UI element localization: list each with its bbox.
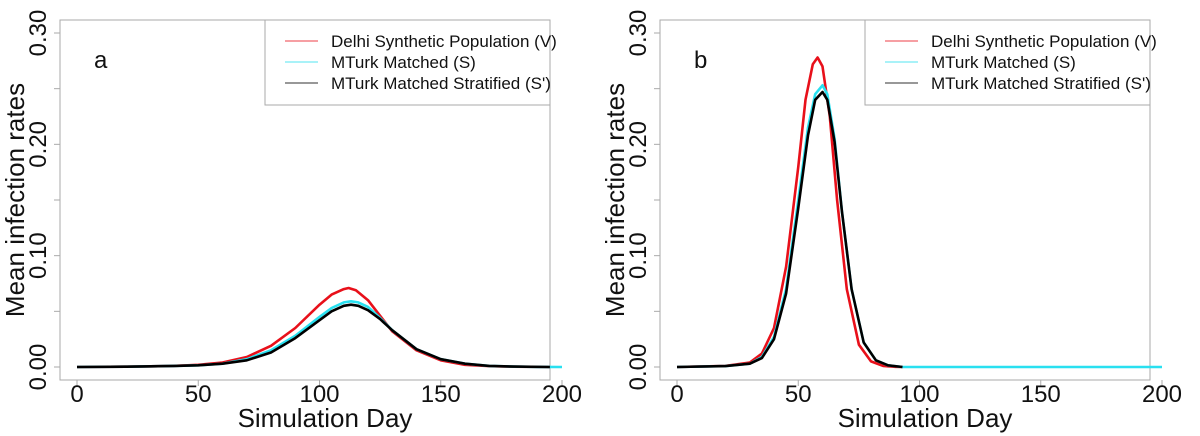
panel-a: 0 50 100 150 200 0.00 0.10 0.20 0.30 Simulation D… xyxy=(0,10,582,433)
x-tick-label: 150 xyxy=(1021,381,1061,408)
y-axis-title: Mean infection rates xyxy=(0,83,30,317)
panel-label: b xyxy=(694,47,707,74)
x-tick-label: 0 xyxy=(670,381,683,408)
series-line-1 xyxy=(76,299,563,369)
x-tick-label: 50 xyxy=(785,381,812,408)
series-line-0 xyxy=(76,286,550,369)
x-tick-label: 0 xyxy=(70,381,83,408)
series-line-1 xyxy=(676,84,1162,369)
panel-label: a xyxy=(94,47,108,74)
y-axis-title: Mean infection rates xyxy=(600,83,630,317)
x-tick-label: 50 xyxy=(185,381,212,408)
x-tick-label: 200 xyxy=(1142,381,1182,408)
x-tick-label: 100 xyxy=(899,381,939,408)
y-tick-label: 0.20 xyxy=(625,121,652,168)
y-tick-label: 0.30 xyxy=(625,10,652,57)
legend-label: MTurk Matched (S) xyxy=(931,53,1076,72)
y-tick-label: 0.00 xyxy=(25,344,52,391)
legend-label: Delhi Synthetic Population (V) xyxy=(331,32,557,51)
legend-label: Delhi Synthetic Population (V) xyxy=(931,32,1157,51)
y-tick-label: 0.20 xyxy=(25,121,52,168)
panel-b: 0 50 100 150 200 0.00 0.10 0.20 0.30 Simulation D… xyxy=(600,10,1182,433)
y-tick-label: 0.10 xyxy=(25,232,52,279)
x-tick-label: 150 xyxy=(421,381,461,408)
legend-label: MTurk Matched (S) xyxy=(331,53,476,72)
legend-label: MTurk Matched Stratified (S') xyxy=(331,74,551,93)
y-tick-label: 0.30 xyxy=(25,10,52,57)
series-line-2 xyxy=(676,90,903,369)
series-line-0 xyxy=(676,56,903,369)
x-tick-label: 200 xyxy=(542,381,582,408)
y-tick-label: 0.00 xyxy=(625,344,652,391)
legend-label: MTurk Matched Stratified (S') xyxy=(931,74,1151,93)
y-tick-label: 0.10 xyxy=(625,232,652,279)
series-line-2 xyxy=(76,303,550,369)
x-axis-title: Simulation Day xyxy=(838,403,1013,433)
x-tick-label: 100 xyxy=(299,381,339,408)
x-axis-title: Simulation Day xyxy=(238,403,413,433)
